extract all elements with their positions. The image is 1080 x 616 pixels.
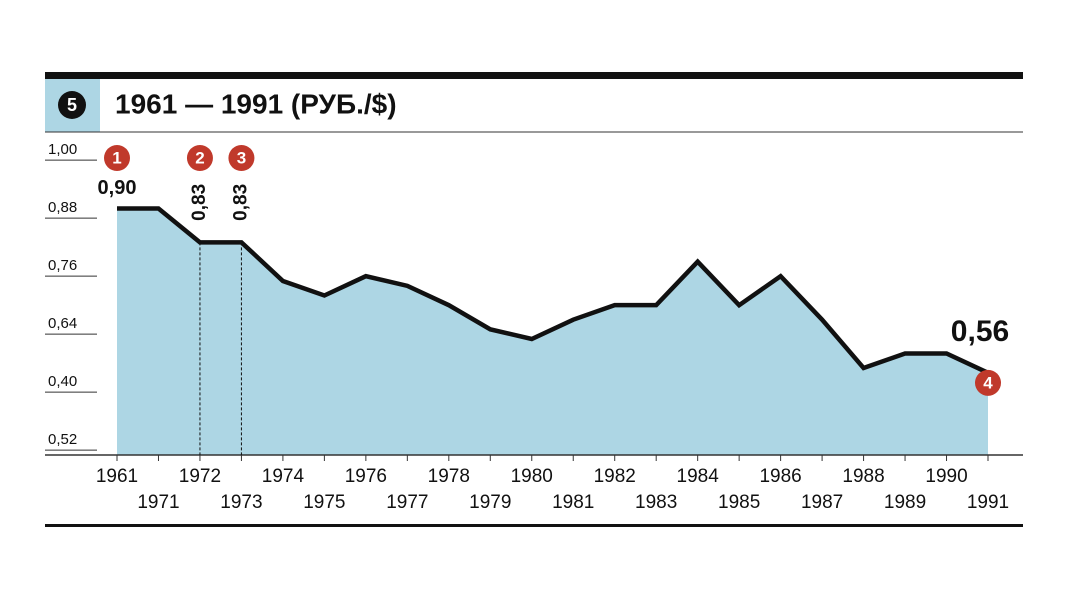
y-tick-label: 0,52 [48,431,77,448]
x-tick-label: 1977 [386,492,428,513]
x-tick-label: 1982 [594,466,636,487]
marker-circle [104,145,130,171]
value-label: 0,56 [951,315,1009,348]
marker-number: 4 [983,373,993,392]
value-label: 0,83 [230,184,251,221]
x-tick-label: 1971 [137,492,179,513]
y-tick-label: 1,00 [48,141,77,158]
top-rule [45,72,1023,79]
x-tick-label: 1989 [884,492,926,513]
marker-circle [228,145,255,171]
marker-circle [186,145,213,171]
x-tick-label: 1990 [925,466,967,487]
x-tick-label: 1984 [677,466,720,487]
x-tick-label: 1980 [511,466,553,487]
x-tick-label: 1988 [842,466,884,487]
marker-circle [975,369,1001,396]
marker-number: 2 [195,148,204,167]
y-tick-label: 0,76 [48,257,77,274]
badge-circle [58,91,86,119]
marker-number: 3 [237,148,246,167]
y-tick-label: 0,64 [48,315,77,332]
chart-title: 1961 — 1991 (РУБ./$) [115,88,397,119]
x-tick-label: 1961 [96,466,138,487]
x-tick-label: 1986 [759,466,801,487]
value-label: 0,83 [189,184,210,221]
marker-number: 1 [112,148,121,167]
x-tick-label: 1972 [179,466,221,487]
x-tick-label: 1979 [469,492,511,513]
y-tick-label: 0,88 [48,199,77,216]
x-tick-label: 1973 [220,492,262,513]
x-tick-label: 1987 [801,492,843,513]
x-tick-label: 1985 [718,492,760,513]
x-tick-label: 1975 [303,492,345,513]
value-label: 0,90 [98,177,137,199]
y-tick-label: 0,40 [48,373,77,390]
bottom-rule [45,524,1023,527]
x-tick-label: 1983 [635,492,677,513]
x-tick-label: 1981 [552,492,594,513]
badge-number: 5 [67,95,77,115]
x-tick-label: 1976 [345,466,387,487]
x-tick-label: 1991 [967,492,1009,513]
x-tick-label: 1974 [262,466,305,487]
x-tick-label: 1978 [428,466,470,487]
line [117,206,989,375]
